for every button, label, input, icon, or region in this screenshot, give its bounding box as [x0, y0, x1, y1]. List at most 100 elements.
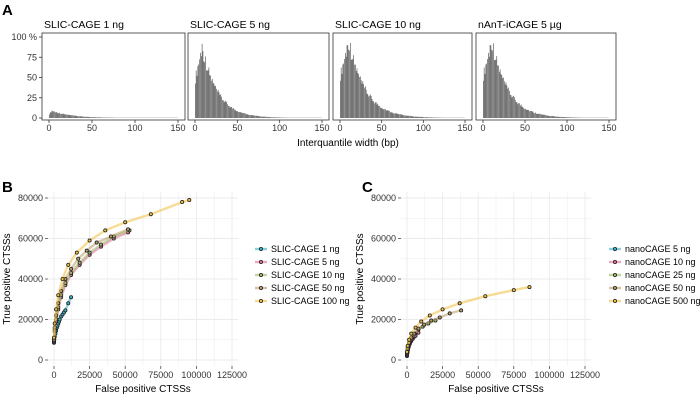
- histogram-bar: [363, 84, 364, 118]
- histogram-bar: [496, 55, 498, 118]
- histogram-bar: [524, 108, 525, 118]
- histogram-bar: [61, 113, 63, 118]
- data-point: [87, 238, 92, 243]
- histogram-bar: [551, 116, 552, 118]
- histogram-bar: [508, 87, 509, 118]
- x-tick-label: 100: [416, 123, 431, 133]
- x-tick-label: 0: [480, 123, 485, 133]
- histogram-bar: [365, 86, 366, 118]
- histogram-bar: [87, 116, 89, 118]
- histogram-bar: [551, 116, 553, 118]
- histogram-bar: [534, 113, 535, 118]
- histogram-bar: [211, 80, 212, 118]
- y-tick-label: 20000: [18, 315, 43, 325]
- legend-entry: nanoCAGE 50 ng: [625, 283, 696, 293]
- histogram-bar: [350, 43, 351, 118]
- histogram-bar: [497, 65, 498, 118]
- histogram-bar: [384, 109, 385, 118]
- histogram-bar: [355, 64, 356, 118]
- histogram-bar: [203, 61, 205, 118]
- histogram-bar: [232, 108, 233, 118]
- histogram-bar: [558, 116, 560, 118]
- x-tick-label: 100: [559, 123, 574, 133]
- histogram-bar: [538, 113, 540, 118]
- histogram-bar: [345, 52, 346, 118]
- histogram-bar: [71, 115, 73, 118]
- histogram-bar: [197, 66, 199, 118]
- histogram-bar: [426, 117, 428, 118]
- histogram-bar: [266, 116, 268, 118]
- histogram-bar: [381, 108, 383, 118]
- histogram-bar: [261, 116, 262, 118]
- histogram-bar: [98, 117, 100, 118]
- histogram-bar: [499, 69, 501, 118]
- histogram-bar: [517, 104, 519, 118]
- histogram-bar: [500, 73, 502, 118]
- x-tick-label: 50: [377, 123, 387, 133]
- data-point: [429, 318, 434, 323]
- histogram-bar: [61, 113, 62, 118]
- legend-marker: [613, 285, 618, 290]
- histogram-bar: [433, 117, 434, 118]
- histogram-bar: [74, 115, 76, 118]
- histogram-bar: [495, 59, 497, 118]
- histogram-bar: [94, 117, 96, 118]
- histogram-bar: [526, 109, 528, 118]
- histogram-panel: SLIC-CAGE 5 ng 0 50 100 150: [187, 19, 330, 133]
- histogram-bar: [563, 117, 565, 118]
- data-point: [419, 319, 424, 324]
- histogram-title: nAnT-iCAGE 5 µg: [478, 19, 562, 31]
- histogram-bar: [379, 105, 380, 118]
- histogram-bar: [370, 96, 372, 118]
- legend-entry: nanoCAGE 5 ng: [625, 244, 691, 254]
- histogram-bar: [530, 110, 531, 118]
- histogram-bar: [360, 76, 361, 118]
- y-tick-label: 0: [38, 355, 43, 365]
- x-tick-label: 150: [601, 123, 616, 133]
- panel-label-a: A: [2, 2, 13, 19]
- histogram-bar: [198, 64, 200, 118]
- histogram-bar: [264, 116, 266, 118]
- histogram-bar: [249, 115, 250, 118]
- x-tick-label: 100000: [534, 370, 564, 380]
- histogram-bar: [90, 117, 91, 118]
- histogram-bar: [491, 49, 493, 118]
- data-point: [87, 250, 92, 255]
- histogram-bar: [236, 111, 238, 118]
- histogram-bar: [346, 45, 348, 118]
- histogram-bar: [518, 103, 519, 118]
- histogram-bar: [78, 116, 79, 118]
- legend-marker: [613, 246, 618, 251]
- histogram-bar: [254, 115, 255, 118]
- data-point: [409, 331, 414, 336]
- histogram-bar: [430, 117, 432, 118]
- y-tick-label: 25: [27, 93, 37, 103]
- y-tick-label: 80000: [18, 193, 43, 203]
- legend-marker: [258, 285, 263, 290]
- data-point: [405, 343, 410, 348]
- histogram-bar: [509, 94, 511, 118]
- histogram-bar: [425, 117, 427, 118]
- histogram-bar: [546, 115, 547, 118]
- histogram-bar: [540, 114, 542, 118]
- histogram-bar: [212, 82, 214, 118]
- histogram-bar: [552, 116, 554, 118]
- histogram-bar: [354, 64, 355, 118]
- histogram-bar: [568, 117, 570, 118]
- histogram-bar: [556, 116, 557, 118]
- histogram-bar: [102, 117, 104, 118]
- histogram-bar: [251, 115, 253, 118]
- histogram-bar: [547, 115, 549, 118]
- histogram-bar: [233, 108, 234, 118]
- histogram-bar: [211, 78, 213, 118]
- data-point: [66, 262, 71, 267]
- histogram-bar: [503, 77, 504, 118]
- histogram-bar: [572, 117, 574, 118]
- histogram-bar: [59, 112, 61, 118]
- histogram-bar: [344, 59, 345, 118]
- data-point: [148, 212, 153, 217]
- histogram-bar: [490, 45, 492, 118]
- histogram-bar: [557, 116, 559, 118]
- histogram-panel: nAnT-iCAGE 5 µg 0 50 100 150: [475, 19, 617, 133]
- histogram-bar: [266, 116, 267, 118]
